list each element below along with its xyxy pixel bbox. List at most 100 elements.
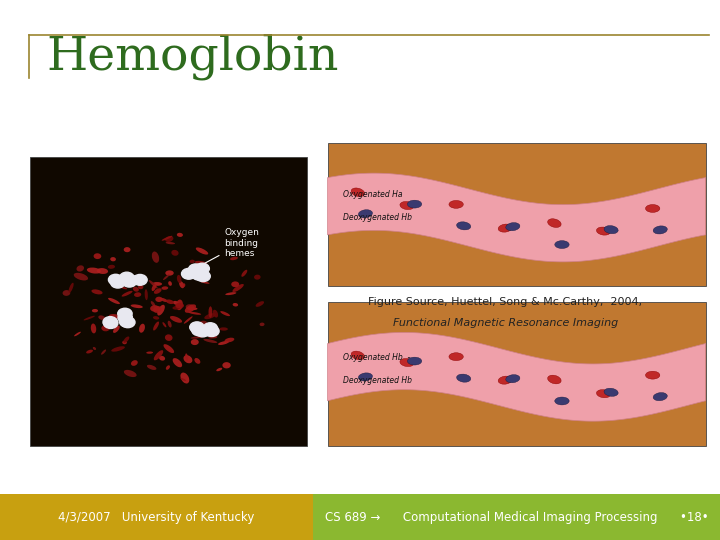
Ellipse shape bbox=[184, 355, 192, 363]
Ellipse shape bbox=[131, 360, 138, 366]
Ellipse shape bbox=[131, 305, 143, 308]
Ellipse shape bbox=[122, 341, 127, 345]
Ellipse shape bbox=[179, 281, 184, 288]
Ellipse shape bbox=[173, 358, 182, 367]
Ellipse shape bbox=[161, 286, 168, 290]
Ellipse shape bbox=[231, 281, 239, 287]
Ellipse shape bbox=[154, 288, 161, 294]
Ellipse shape bbox=[163, 344, 174, 353]
Ellipse shape bbox=[188, 312, 201, 315]
Circle shape bbox=[204, 326, 219, 336]
Ellipse shape bbox=[171, 250, 179, 256]
Ellipse shape bbox=[165, 334, 173, 341]
Ellipse shape bbox=[134, 292, 141, 297]
Circle shape bbox=[196, 326, 210, 337]
Ellipse shape bbox=[138, 285, 143, 289]
Ellipse shape bbox=[596, 227, 611, 235]
Circle shape bbox=[186, 267, 201, 278]
Ellipse shape bbox=[596, 390, 611, 398]
Ellipse shape bbox=[173, 301, 179, 305]
Circle shape bbox=[195, 263, 210, 274]
Ellipse shape bbox=[220, 327, 228, 330]
Ellipse shape bbox=[191, 336, 204, 339]
Ellipse shape bbox=[124, 370, 137, 377]
Ellipse shape bbox=[498, 376, 513, 384]
Ellipse shape bbox=[225, 338, 234, 342]
Ellipse shape bbox=[168, 321, 171, 327]
Text: Deoxygenated Hb: Deoxygenated Hb bbox=[343, 375, 412, 384]
Ellipse shape bbox=[120, 286, 127, 289]
Ellipse shape bbox=[456, 222, 471, 230]
Text: Hemoglobin: Hemoglobin bbox=[47, 33, 339, 80]
Ellipse shape bbox=[101, 349, 106, 355]
Ellipse shape bbox=[94, 253, 102, 259]
Circle shape bbox=[118, 308, 132, 319]
Ellipse shape bbox=[74, 332, 81, 336]
Ellipse shape bbox=[102, 325, 110, 332]
Text: Oxygenated Hb  -: Oxygenated Hb - bbox=[343, 353, 410, 362]
Ellipse shape bbox=[212, 334, 217, 338]
Ellipse shape bbox=[260, 322, 264, 326]
Ellipse shape bbox=[154, 350, 163, 360]
Bar bbox=[313, 494, 720, 540]
Ellipse shape bbox=[109, 314, 121, 319]
Ellipse shape bbox=[161, 236, 172, 241]
Ellipse shape bbox=[113, 326, 120, 333]
Ellipse shape bbox=[359, 210, 372, 218]
Ellipse shape bbox=[86, 349, 93, 354]
Ellipse shape bbox=[220, 311, 230, 316]
Ellipse shape bbox=[153, 316, 159, 320]
Ellipse shape bbox=[68, 283, 73, 293]
Circle shape bbox=[196, 271, 210, 282]
Ellipse shape bbox=[133, 287, 139, 292]
Ellipse shape bbox=[189, 260, 195, 263]
Ellipse shape bbox=[177, 233, 183, 237]
Ellipse shape bbox=[114, 275, 122, 282]
Ellipse shape bbox=[216, 368, 222, 371]
Circle shape bbox=[203, 325, 217, 336]
Text: 4/3/2007   University of Kentucky: 4/3/2007 University of Kentucky bbox=[58, 510, 255, 524]
Bar bbox=[328, 302, 706, 446]
Ellipse shape bbox=[149, 280, 158, 288]
Ellipse shape bbox=[124, 247, 130, 252]
Circle shape bbox=[118, 312, 132, 323]
Ellipse shape bbox=[505, 375, 520, 383]
Circle shape bbox=[189, 264, 203, 275]
Ellipse shape bbox=[456, 374, 471, 382]
Ellipse shape bbox=[449, 353, 463, 361]
Ellipse shape bbox=[186, 304, 194, 310]
Ellipse shape bbox=[153, 321, 159, 330]
Ellipse shape bbox=[200, 281, 210, 284]
Ellipse shape bbox=[73, 273, 88, 280]
Ellipse shape bbox=[194, 358, 200, 364]
Ellipse shape bbox=[87, 267, 102, 274]
Circle shape bbox=[103, 316, 117, 327]
Ellipse shape bbox=[211, 325, 217, 332]
Ellipse shape bbox=[181, 378, 186, 381]
Circle shape bbox=[181, 268, 196, 279]
Ellipse shape bbox=[400, 359, 414, 367]
Text: Oxygen
binding
hemes: Oxygen binding hemes bbox=[191, 228, 259, 271]
Ellipse shape bbox=[351, 188, 364, 197]
Ellipse shape bbox=[93, 347, 96, 350]
Ellipse shape bbox=[112, 346, 125, 352]
Ellipse shape bbox=[170, 316, 182, 323]
Ellipse shape bbox=[108, 265, 115, 269]
Ellipse shape bbox=[123, 336, 130, 343]
Ellipse shape bbox=[153, 306, 161, 313]
Circle shape bbox=[104, 318, 118, 328]
Ellipse shape bbox=[191, 339, 199, 345]
Ellipse shape bbox=[166, 300, 174, 304]
Ellipse shape bbox=[185, 353, 188, 361]
Text: Oxygenated Ha: Oxygenated Ha bbox=[343, 191, 402, 199]
Ellipse shape bbox=[165, 236, 174, 242]
Bar bbox=[30, 157, 307, 446]
Ellipse shape bbox=[213, 310, 218, 318]
Ellipse shape bbox=[204, 339, 217, 343]
Ellipse shape bbox=[408, 200, 422, 208]
Ellipse shape bbox=[181, 373, 189, 383]
Ellipse shape bbox=[110, 257, 116, 261]
Polygon shape bbox=[328, 333, 706, 421]
Ellipse shape bbox=[225, 292, 236, 295]
Ellipse shape bbox=[204, 313, 216, 319]
